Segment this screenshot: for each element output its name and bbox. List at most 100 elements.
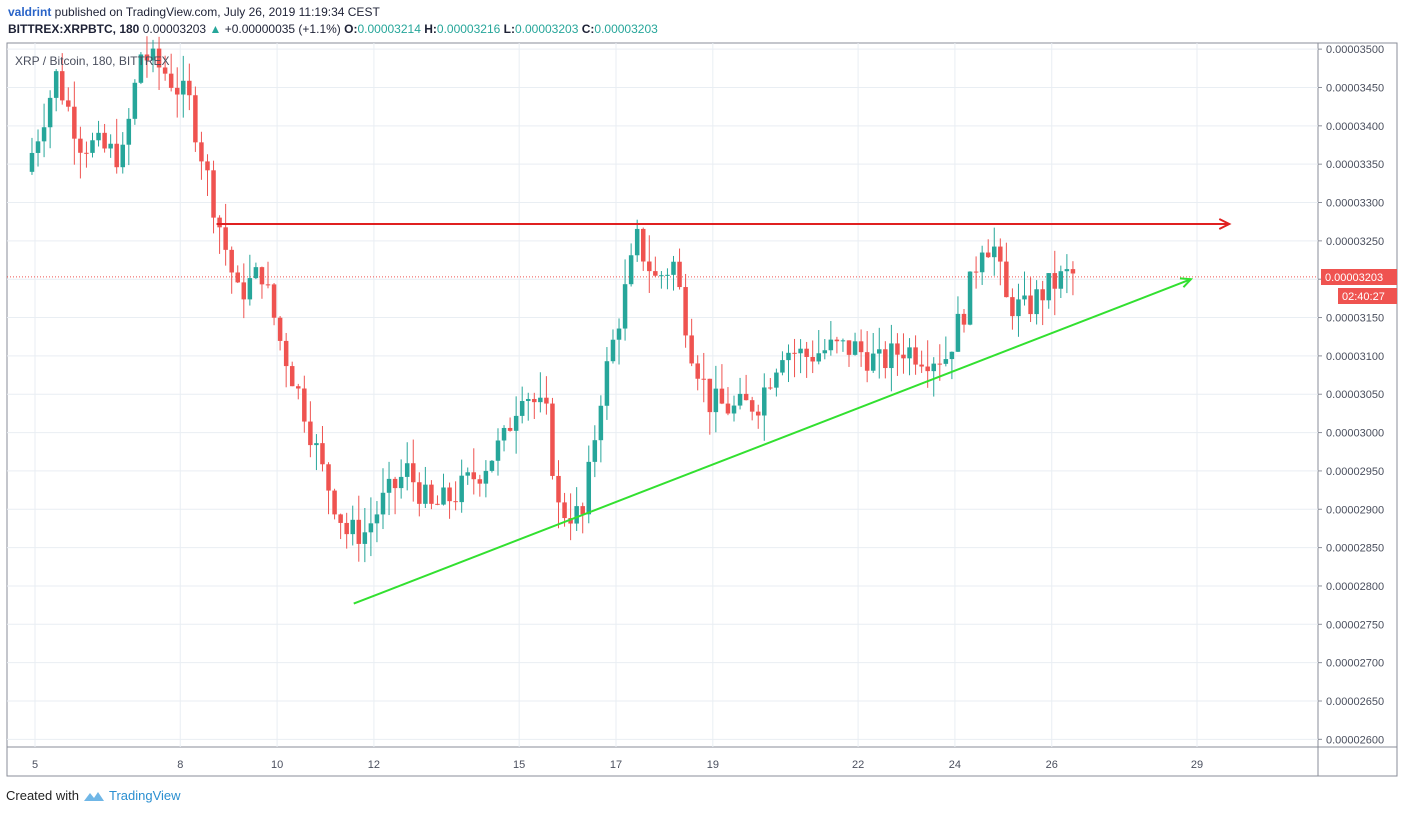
candle-body bbox=[689, 335, 694, 364]
candle-body bbox=[78, 138, 83, 153]
time-axis[interactable]: 5 8 10 12 15 17 19 22 24 26 29 bbox=[32, 759, 1203, 771]
candle-body bbox=[156, 48, 162, 68]
candle-body bbox=[985, 252, 991, 258]
candle-body bbox=[816, 353, 821, 362]
candle-body bbox=[326, 464, 331, 491]
countdown-bg bbox=[1338, 288, 1397, 304]
candle-body bbox=[386, 478, 392, 493]
y-tick-label: 0.00002650 bbox=[1326, 696, 1384, 708]
candle-body bbox=[1070, 269, 1076, 274]
candle-body bbox=[695, 363, 700, 379]
tradingview-link[interactable]: TradingView bbox=[108, 788, 181, 803]
y-tick-label: 0.00002850 bbox=[1326, 543, 1384, 555]
candle-body bbox=[532, 398, 537, 403]
candle-body bbox=[877, 349, 882, 354]
candle-body bbox=[538, 397, 543, 403]
x-tick-label: 22 bbox=[852, 759, 864, 771]
candle-body bbox=[392, 478, 398, 489]
symbol-label[interactable]: BITTREX:XRPBTC, 180 bbox=[8, 22, 140, 36]
candle-body bbox=[901, 354, 906, 359]
x-tick-label: 29 bbox=[1191, 759, 1203, 771]
candle-body bbox=[556, 475, 561, 503]
y-tick-label: 0.00003000 bbox=[1326, 428, 1384, 440]
candle-body bbox=[913, 347, 918, 365]
candle-body bbox=[411, 463, 416, 483]
candle-body bbox=[368, 523, 374, 533]
x-tick-label: 17 bbox=[610, 759, 622, 771]
candle-body bbox=[90, 140, 95, 153]
candle-body bbox=[404, 463, 410, 477]
candle-body bbox=[447, 487, 452, 502]
candle-body bbox=[350, 519, 355, 535]
y-tick-label: 0.00002950 bbox=[1326, 466, 1384, 478]
candle-body bbox=[961, 313, 967, 325]
x-tick-label: 12 bbox=[368, 759, 380, 771]
candle-body bbox=[168, 73, 174, 88]
candle-body bbox=[931, 363, 936, 372]
candle-body bbox=[465, 472, 470, 476]
candle-body bbox=[217, 217, 222, 228]
candle-body bbox=[937, 363, 943, 365]
candle-body bbox=[713, 388, 719, 413]
candle-body bbox=[677, 261, 682, 288]
candle-body bbox=[1046, 273, 1051, 301]
candle-body bbox=[1016, 299, 1021, 317]
candle-body bbox=[919, 364, 924, 367]
candle-body bbox=[798, 348, 803, 354]
candle-body bbox=[259, 267, 265, 285]
open-value: 0.00003214 bbox=[357, 22, 421, 36]
x-tick-label: 26 bbox=[1046, 759, 1058, 771]
support-line bbox=[353, 278, 1192, 605]
candle-body bbox=[162, 67, 168, 74]
candle-body bbox=[1058, 271, 1064, 289]
candle-body bbox=[598, 405, 604, 441]
candle-body bbox=[858, 341, 864, 353]
candle-body bbox=[544, 397, 549, 404]
candle-body bbox=[550, 403, 555, 476]
candle-body bbox=[235, 272, 240, 283]
author-link[interactable]: valdrint bbox=[8, 5, 52, 19]
support-arrow-icon bbox=[1179, 277, 1194, 288]
candle-body bbox=[144, 54, 150, 61]
last-price: 0.00003203 bbox=[142, 22, 207, 36]
change-arrow-icon: ▲ bbox=[209, 22, 222, 36]
candle-body bbox=[955, 313, 961, 352]
x-tick-label: 10 bbox=[271, 759, 283, 771]
candle-body bbox=[574, 506, 579, 524]
candle-body bbox=[568, 518, 573, 524]
candle-body bbox=[731, 405, 737, 414]
candle-body bbox=[1040, 289, 1045, 301]
candle-body bbox=[302, 388, 307, 422]
candle-body bbox=[610, 339, 616, 362]
candle-body bbox=[199, 142, 204, 162]
candle-body bbox=[864, 352, 870, 371]
candle-body bbox=[792, 352, 797, 354]
candle-body bbox=[640, 228, 646, 262]
candle-body bbox=[181, 80, 186, 95]
candle-body bbox=[435, 503, 440, 505]
candle-body bbox=[822, 350, 828, 354]
candle-body bbox=[187, 80, 192, 96]
candle-body bbox=[271, 284, 277, 318]
candle-body bbox=[332, 490, 337, 515]
candle-body bbox=[398, 476, 404, 489]
candle-body bbox=[895, 343, 900, 355]
candle-body bbox=[362, 532, 368, 544]
candle-body bbox=[907, 347, 912, 359]
price-axis[interactable]: 0.00003500 0.00003450 0.00003400 0.00003350… bbox=[1318, 44, 1384, 746]
candle-body bbox=[289, 366, 295, 387]
annotation-lines bbox=[216, 218, 1232, 605]
candle-body bbox=[241, 282, 247, 300]
candle-body bbox=[925, 366, 930, 372]
candle-body bbox=[943, 359, 949, 364]
y-tick-label: 0.00002900 bbox=[1326, 504, 1384, 516]
candle-body bbox=[768, 387, 773, 389]
candle-body bbox=[852, 341, 858, 355]
candle-body bbox=[314, 443, 319, 446]
change-value: +0.00000035 (+1.1%) bbox=[224, 22, 341, 36]
candle-body bbox=[755, 411, 761, 416]
candle-body bbox=[870, 353, 876, 371]
x-tick-label: 15 bbox=[513, 759, 525, 771]
candle-body bbox=[223, 227, 228, 250]
